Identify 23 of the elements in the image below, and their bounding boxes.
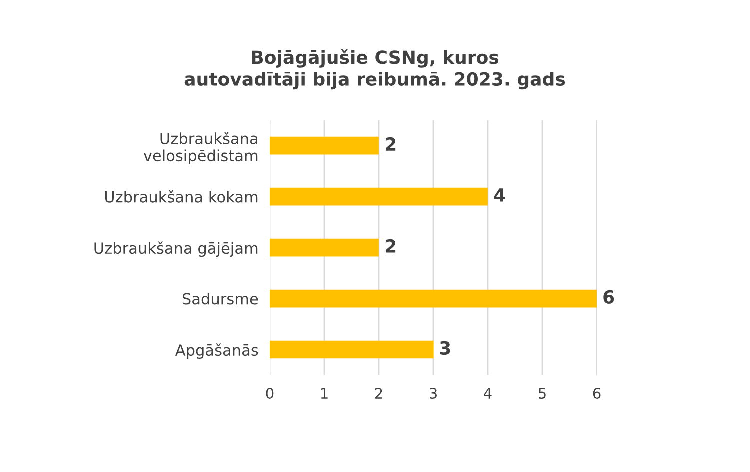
bar bbox=[270, 340, 434, 359]
x-tick-label: 4 bbox=[484, 388, 492, 399]
y-tick-label: Sadursme bbox=[182, 292, 258, 305]
x-tick-label: 0 bbox=[266, 388, 274, 400]
x-tick-label: 6 bbox=[593, 388, 601, 400]
bar bbox=[270, 188, 488, 206]
x-tick-label: 3 bbox=[430, 388, 437, 400]
y-tick-label: Uzbraukšana velosipēdistam bbox=[144, 132, 258, 165]
data-label: 2 bbox=[386, 239, 396, 253]
chart-title: Bojāgājušie CSNg, kuros autovadītāji bija reibumā. 2023. gads bbox=[184, 50, 566, 90]
data-label: 4 bbox=[494, 188, 506, 202]
bar bbox=[270, 238, 379, 257]
x-tick-label: 5 bbox=[538, 388, 546, 400]
y-tick-label: Uzbraukšana gājējam bbox=[94, 242, 258, 258]
x-tick-label: 2 bbox=[375, 388, 382, 399]
data-label: 6 bbox=[604, 290, 614, 304]
y-tick-label: Apgāšanās bbox=[175, 344, 258, 360]
x-tick-label: 1 bbox=[321, 388, 328, 399]
y-tick-label: Uzbraukšana kokam bbox=[105, 190, 258, 203]
data-label: 3 bbox=[440, 341, 450, 355]
bar bbox=[270, 136, 379, 155]
data-label: 2 bbox=[386, 137, 396, 151]
bar bbox=[270, 290, 597, 308]
